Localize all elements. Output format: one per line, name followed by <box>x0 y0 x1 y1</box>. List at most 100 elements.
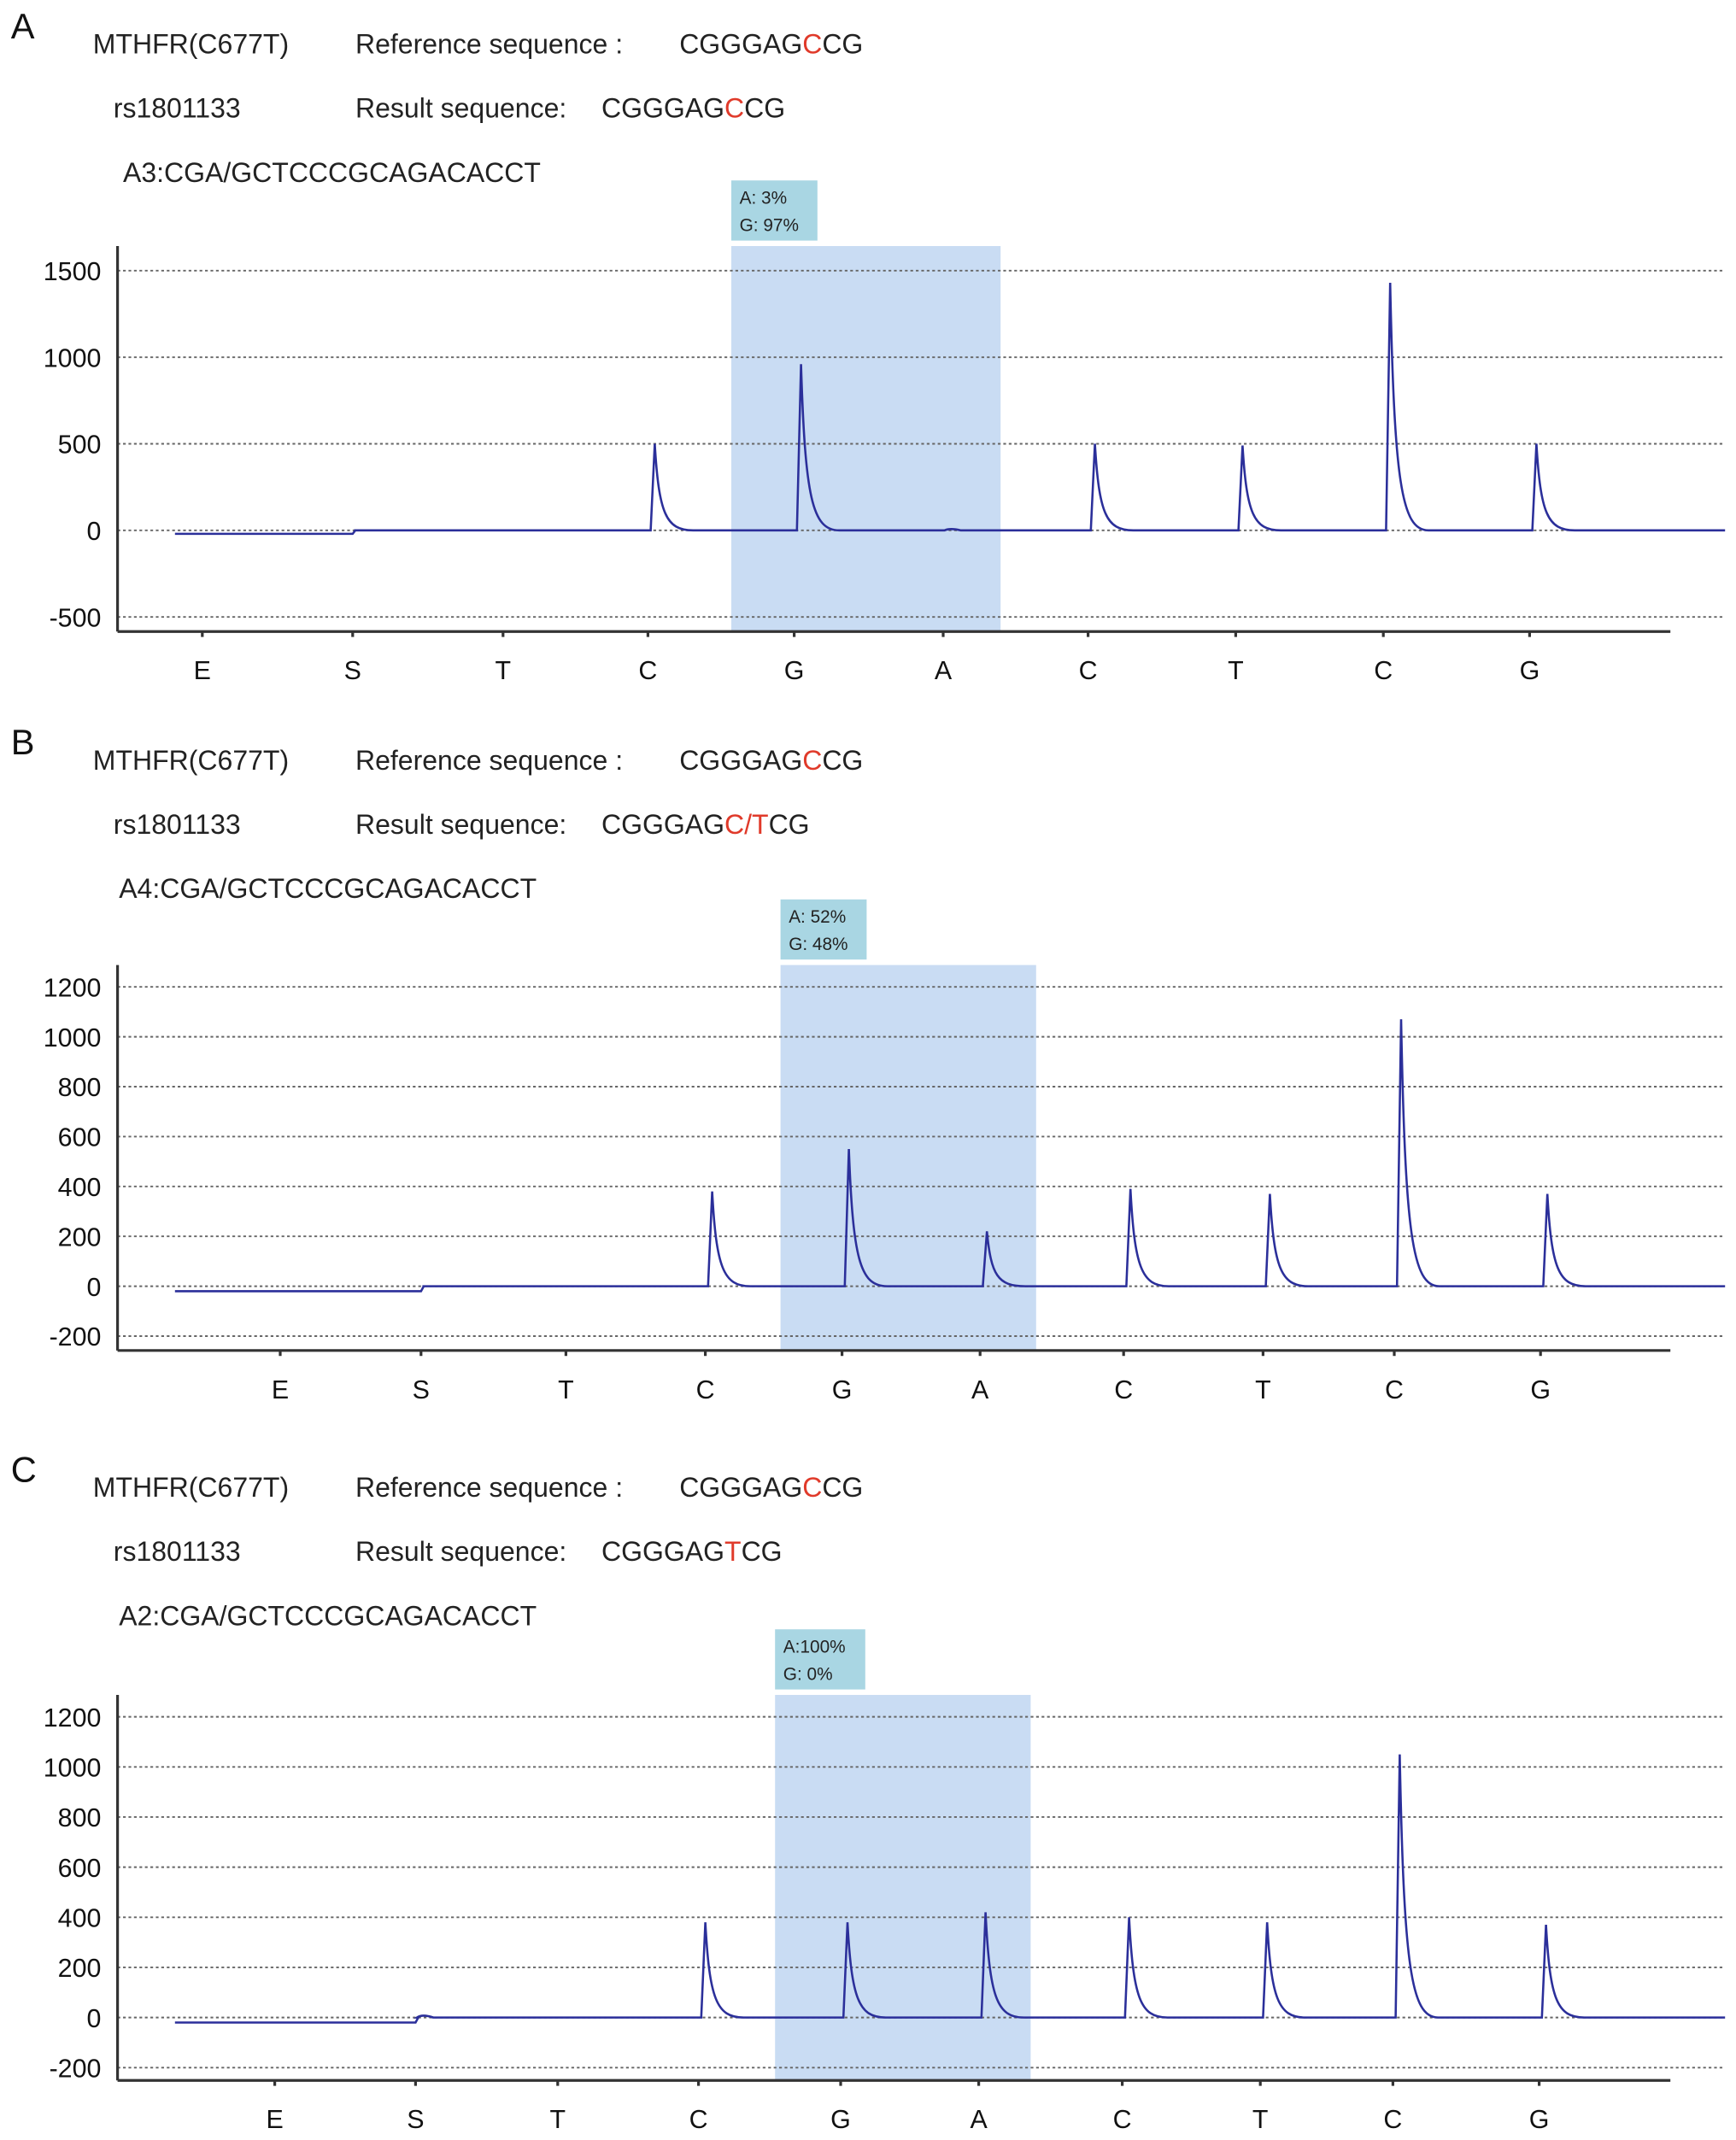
annotation-box <box>775 1629 865 1690</box>
result-label: Result sequence: <box>355 93 566 124</box>
x-tick-label: T <box>550 2105 566 2134</box>
x-tick-label: T <box>1255 1375 1271 1404</box>
annotation-text: G: 48% <box>789 935 847 954</box>
x-tick-label: S <box>344 656 361 685</box>
annotation-text: A: 3% <box>740 188 788 208</box>
annotation-box <box>780 899 867 960</box>
result-sequence-prefix: CGGGAG <box>601 1536 724 1567</box>
y-tick-label: -200 <box>50 1322 102 1351</box>
gene-label: MTHFR(C677T) <box>93 745 289 776</box>
panel-label: C <box>11 1449 37 1489</box>
result-label: Result sequence: <box>355 809 566 840</box>
y-tick-label: -200 <box>50 2054 102 2083</box>
snp-label: rs1801133 <box>114 809 241 840</box>
result-sequence-suffix: CG <box>742 1536 783 1567</box>
x-tick-label: C <box>638 656 657 685</box>
panel-b: B MTHFR(C677T) Reference sequence : CGGGAGC… <box>11 722 1726 1404</box>
x-tick-label: G <box>1530 1375 1551 1404</box>
reference-label: Reference sequence : <box>355 1472 623 1503</box>
reference-sequence-variant: C <box>802 1472 822 1503</box>
result-sequence: CGGGAGTCG <box>601 1536 783 1567</box>
x-tick-label: G <box>1529 2105 1550 2134</box>
y-tick-label: 1000 <box>44 343 102 372</box>
y-tick-label: 1000 <box>44 1023 102 1052</box>
y-tick-label: 200 <box>58 1954 102 1983</box>
x-tick-label: S <box>413 1375 430 1404</box>
panel-label: B <box>11 722 35 762</box>
y-tick-label: 500 <box>58 431 102 460</box>
x-tick-label: C <box>1113 2105 1132 2134</box>
panel-label: A <box>11 6 35 46</box>
x-tick-label: E <box>272 1375 289 1404</box>
reference-label: Reference sequence : <box>355 28 623 59</box>
sample-label: A2:CGA/GCTCCCGCAGACACCT <box>119 1600 537 1631</box>
y-tick-label: 800 <box>58 1073 102 1102</box>
x-tick-label: C <box>696 1375 715 1404</box>
y-tick-label: 200 <box>58 1222 102 1252</box>
y-tick-label: 600 <box>58 1123 102 1152</box>
result-sequence-variant: T <box>724 1536 742 1567</box>
reference-sequence-variant: C <box>802 745 822 776</box>
reference-label: Reference sequence : <box>355 745 623 776</box>
x-tick-label: T <box>558 1375 574 1404</box>
result-sequence-variant: C/T <box>724 809 769 840</box>
snp-label: rs1801133 <box>114 1536 241 1567</box>
result-sequence: CGGGAGC/TCG <box>601 809 810 840</box>
x-tick-label: E <box>266 2105 283 2134</box>
snp-label: rs1801133 <box>114 93 241 124</box>
y-tick-label: -500 <box>50 603 102 632</box>
result-sequence-prefix: CGGGAG <box>601 93 724 124</box>
result-sequence-suffix: CG <box>769 809 810 840</box>
y-tick-label: 0 <box>86 2004 101 2033</box>
gene-label: MTHFR(C677T) <box>93 1472 289 1503</box>
result-sequence-prefix: CGGGAG <box>601 809 724 840</box>
x-tick-label: G <box>1520 656 1540 685</box>
annotation-text: G: 0% <box>783 1664 833 1684</box>
x-tick-label: C <box>1079 656 1098 685</box>
reference-sequence: CGGGAGCCG <box>679 28 863 59</box>
y-tick-label: 1200 <box>44 973 102 1002</box>
highlight-region <box>780 964 1036 1351</box>
x-tick-label: T <box>1252 2105 1269 2134</box>
reference-sequence-prefix: CGGGAG <box>679 28 802 59</box>
y-tick-label: 1500 <box>44 257 102 286</box>
x-tick-label: C <box>1385 1375 1404 1404</box>
reference-sequence: CGGGAGCCG <box>679 1472 863 1503</box>
x-tick-label: C <box>1114 1375 1133 1404</box>
highlight-region <box>775 1695 1031 2081</box>
annotation-text: G: 97% <box>740 215 799 235</box>
x-tick-label: A <box>970 2105 988 2134</box>
reference-sequence-variant: C <box>802 28 822 59</box>
pyrogram-trace <box>174 1019 1726 1293</box>
y-tick-label: 0 <box>86 517 101 546</box>
y-tick-label: 600 <box>58 1854 102 1883</box>
y-tick-label: 400 <box>58 1173 102 1202</box>
result-sequence-suffix: CG <box>744 93 785 124</box>
reference-sequence: CGGGAGCCG <box>679 745 863 776</box>
x-tick-label: S <box>407 2105 424 2134</box>
result-label: Result sequence: <box>355 1536 566 1567</box>
x-tick-label: G <box>830 2105 851 2134</box>
pyrogram-trace <box>174 282 1726 536</box>
annotation-text: A:100% <box>783 1637 846 1656</box>
sample-label: A3:CGA/GCTCCCGCAGACACCT <box>123 157 541 188</box>
annotation-box <box>731 180 818 241</box>
highlight-region <box>731 246 1001 632</box>
x-tick-label: C <box>689 2105 708 2134</box>
y-tick-label: 0 <box>86 1273 101 1302</box>
reference-sequence-suffix: CG <box>822 1472 863 1503</box>
reference-sequence-prefix: CGGGAG <box>679 745 802 776</box>
sample-label: A4:CGA/GCTCCCGCAGACACCT <box>119 873 537 904</box>
y-tick-label: 800 <box>58 1803 102 1832</box>
x-tick-label: A <box>935 656 953 685</box>
panel-c: C MTHFR(C677T) Reference sequence : CGGGAGC… <box>11 1449 1726 2134</box>
x-tick-label: G <box>832 1375 853 1404</box>
x-tick-label: C <box>1374 656 1393 685</box>
y-tick-label: 1200 <box>44 1703 102 1733</box>
pyrogram-trace <box>174 1754 1726 2024</box>
result-sequence-variant: C <box>724 93 744 124</box>
x-tick-label: E <box>194 656 211 685</box>
reference-sequence-suffix: CG <box>822 28 863 59</box>
reference-sequence-prefix: CGGGAG <box>679 1472 802 1503</box>
